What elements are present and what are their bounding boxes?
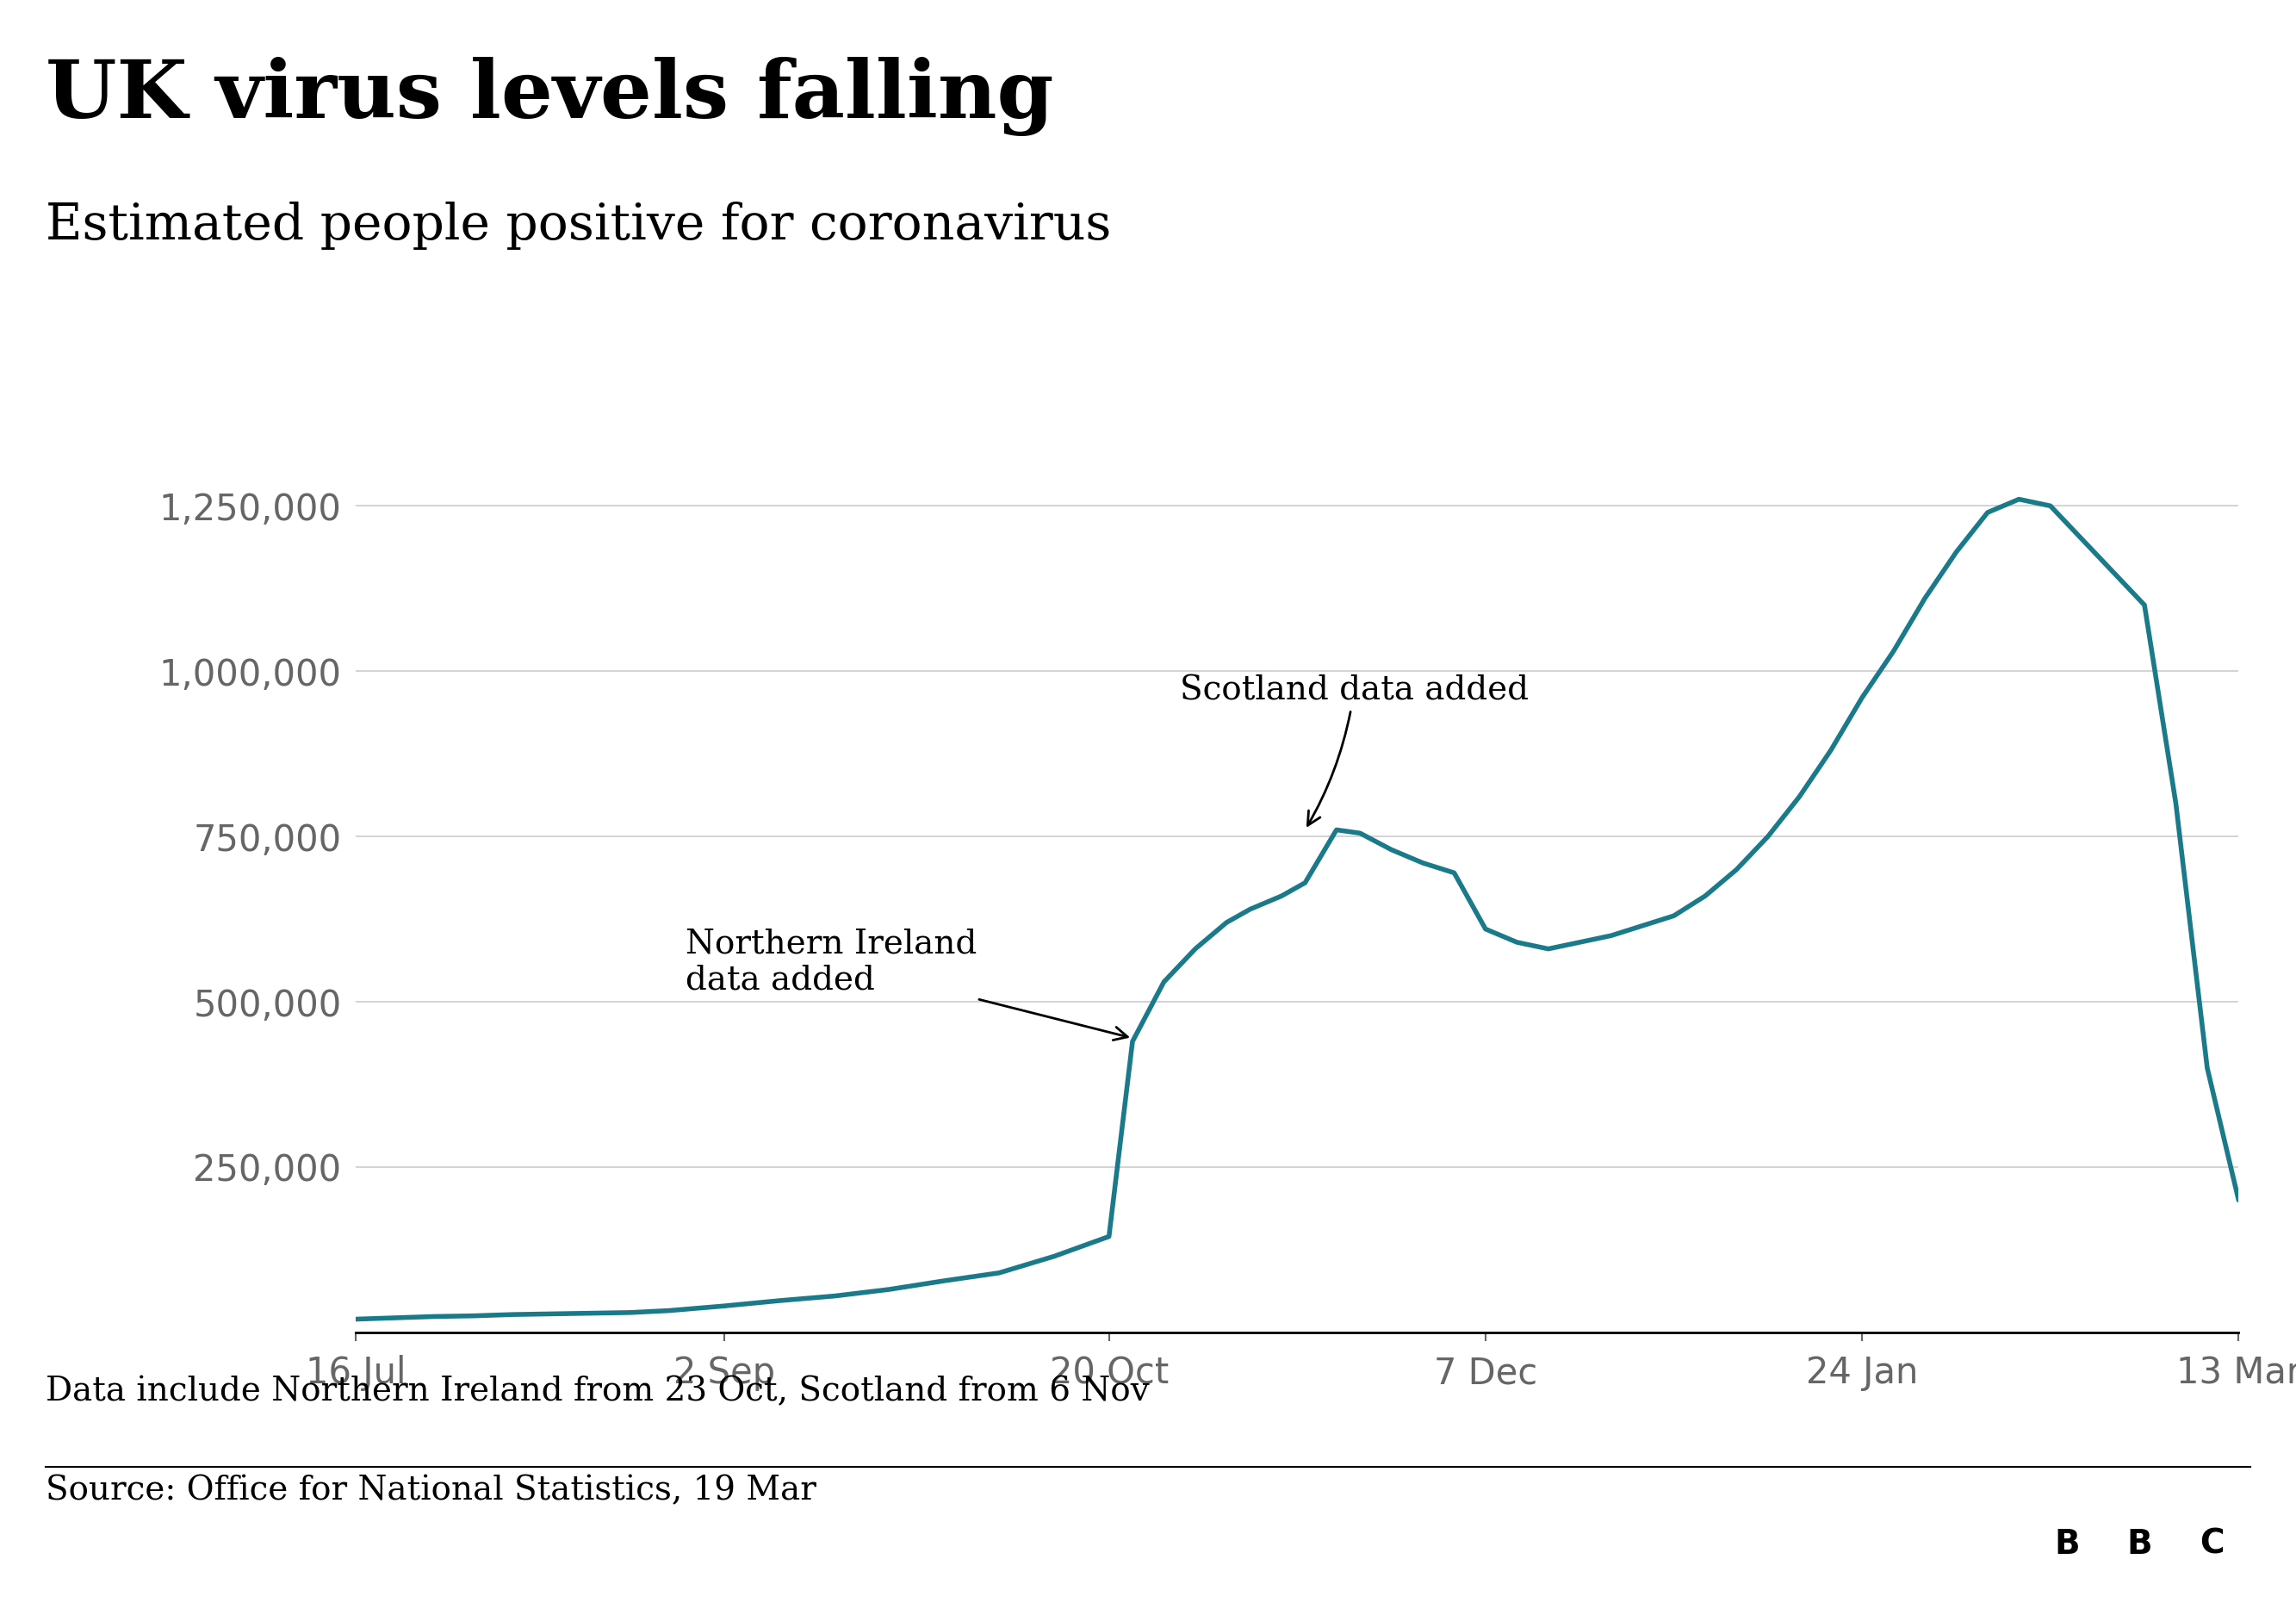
Bar <box>2110 1497 2167 1591</box>
Text: Estimated people positive for coronavirus: Estimated people positive for coronaviru… <box>46 202 1111 250</box>
Text: C: C <box>2200 1528 2225 1560</box>
Text: Northern Ireland
data added: Northern Ireland data added <box>684 927 1127 1040</box>
Bar <box>2183 1497 2241 1591</box>
Bar <box>2039 1497 2096 1591</box>
Text: Source: Office for National Statistics, 19 Mar: Source: Office for National Statistics, … <box>46 1474 817 1507</box>
Text: UK virus levels falling: UK virus levels falling <box>46 57 1054 136</box>
Text: B: B <box>2126 1528 2151 1560</box>
Text: Data include Northern Ireland from 23 Oct, Scotland from 6 Nov: Data include Northern Ireland from 23 Oc… <box>46 1376 1150 1408</box>
Text: Scotland data added: Scotland data added <box>1180 675 1529 825</box>
Text: B: B <box>2055 1528 2080 1560</box>
